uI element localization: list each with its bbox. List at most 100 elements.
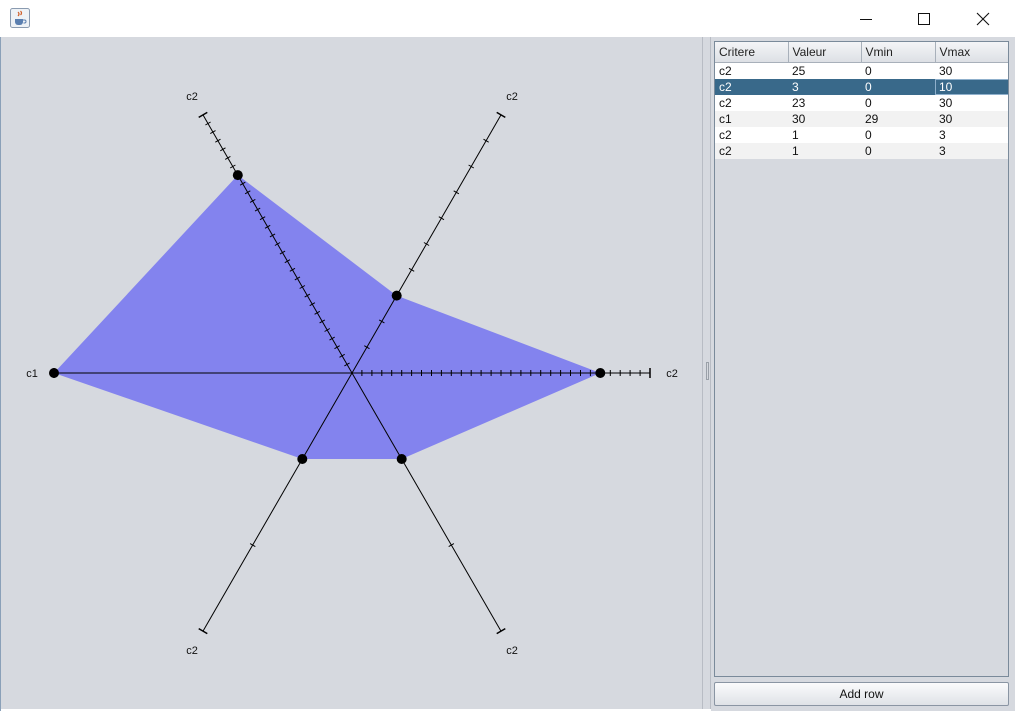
axis-tick [314, 310, 321, 315]
cell-critere[interactable]: c2 [715, 142, 788, 159]
cell-vmin[interactable]: 0 [861, 94, 935, 111]
column-header-vmin[interactable]: Vmin [861, 42, 936, 63]
axis-tick [239, 181, 246, 186]
add-row-button[interactable]: Add row [714, 682, 1009, 706]
axis-tick [249, 543, 256, 548]
axis-label: c2 [186, 91, 198, 103]
axis-tick [309, 302, 316, 307]
axis-tick [198, 627, 208, 635]
axis-tick [224, 155, 231, 160]
axis-tick [329, 336, 335, 341]
axis-tick [339, 353, 345, 358]
axis-tick [249, 198, 256, 203]
table-panel: Critere Valeur Vmin Vmax c2 25 0 30 c2 3… [711, 37, 1015, 711]
axis-tick [254, 207, 261, 212]
cell-critere[interactable]: c2 [715, 94, 788, 111]
column-header-critere[interactable]: Critere [715, 42, 789, 63]
axis-tick [220, 147, 226, 152]
axis-tick [205, 121, 211, 126]
table-row[interactable]: c2 1 0 3 [715, 142, 1008, 159]
data-point [391, 290, 402, 301]
axis-tick [289, 267, 296, 272]
data-point [595, 368, 606, 378]
axis-label: c2 [666, 368, 678, 380]
axis-tick [453, 190, 460, 195]
table-row[interactable]: c2 3 0 10 [715, 78, 1008, 95]
axis-tick [324, 328, 331, 332]
maximize-icon [918, 12, 930, 25]
column-header-vmax[interactable]: Vmax [935, 42, 1008, 63]
title-bar [0, 0, 1015, 37]
cell-vmin[interactable]: 0 [861, 126, 935, 143]
window-frame-border [0, 37, 1, 711]
axis-tick [244, 190, 251, 195]
cell-valeur[interactable]: 3 [788, 78, 861, 95]
axis-tick [483, 138, 489, 143]
data-point [49, 368, 59, 378]
radar-chart-panel: c2 c2 c2 c1 c2 c2 [1, 37, 702, 709]
axis-tick [210, 130, 216, 135]
axis-tick [344, 362, 350, 367]
axis-line [351, 372, 502, 632]
cell-vmin[interactable]: 29 [861, 110, 935, 127]
axis-line [202, 372, 353, 632]
cell-vmax[interactable]: 10 [935, 78, 1008, 95]
axis-tick [364, 345, 370, 350]
table-row[interactable]: c1 30 29 30 [715, 110, 1008, 127]
cell-valeur[interactable]: 30 [788, 110, 861, 127]
axis-tick [215, 138, 221, 143]
java-cup-icon[interactable] [10, 8, 30, 28]
cell-vmax[interactable]: 30 [935, 110, 1008, 127]
table-row[interactable]: c2 25 0 30 [715, 62, 1008, 79]
axis-label: c2 [506, 91, 518, 103]
radar-area [54, 175, 601, 459]
axis-tick [423, 242, 430, 246]
cell-vmin[interactable]: 0 [861, 78, 935, 95]
axis-tick [319, 319, 326, 324]
axis-label: c1 [26, 368, 38, 380]
axis-tick [269, 233, 276, 238]
split-pane-divider[interactable] [702, 37, 711, 709]
cell-vmin[interactable]: 0 [861, 62, 935, 79]
table-row[interactable]: c2 23 0 30 [715, 94, 1008, 111]
maximize-button[interactable] [895, 0, 953, 37]
close-button[interactable] [954, 0, 1012, 37]
cell-valeur[interactable]: 1 [788, 126, 861, 143]
cell-critere[interactable]: c2 [715, 78, 788, 95]
cell-valeur[interactable]: 23 [788, 94, 861, 111]
cell-vmax[interactable]: 3 [935, 142, 1008, 159]
cell-critere[interactable]: c2 [715, 126, 788, 143]
axis-label: c2 [186, 645, 198, 657]
axis-tick [274, 242, 281, 246]
cell-critere[interactable]: c1 [715, 110, 788, 127]
data-point [396, 454, 407, 464]
axis-tick [334, 345, 340, 350]
column-header-valeur[interactable]: Valeur [788, 42, 862, 63]
cell-valeur[interactable]: 1 [788, 142, 861, 159]
table-row[interactable]: c2 1 0 3 [715, 126, 1008, 143]
cell-valeur[interactable]: 25 [788, 62, 861, 79]
cell-vmin[interactable]: 0 [861, 142, 935, 159]
axis-tick [408, 267, 415, 272]
axis-tick [198, 111, 208, 119]
close-icon [976, 12, 990, 25]
criteria-table-scrollpane[interactable]: Critere Valeur Vmin Vmax c2 25 0 30 c2 3… [714, 41, 1009, 677]
axis-tick [468, 164, 475, 169]
minimize-button[interactable] [837, 0, 895, 37]
cell-vmax[interactable]: 30 [935, 62, 1008, 79]
axis-tick [259, 216, 266, 221]
cell-critere[interactable]: c2 [715, 62, 788, 79]
cell-vmax[interactable]: 30 [935, 94, 1008, 111]
axis-tick [438, 216, 445, 221]
minimize-icon [860, 18, 872, 20]
axis-label: c2 [506, 645, 518, 657]
axis-tick [304, 293, 311, 298]
divider-grip-icon[interactable] [706, 362, 709, 380]
axis-tick [448, 543, 455, 548]
cell-vmax[interactable]: 3 [935, 126, 1008, 143]
axis-tick [496, 111, 506, 119]
axis-tick [299, 285, 306, 289]
axis-tick [284, 259, 291, 264]
table-header-row: Critere Valeur Vmin Vmax [715, 42, 1008, 63]
data-point [232, 170, 243, 181]
